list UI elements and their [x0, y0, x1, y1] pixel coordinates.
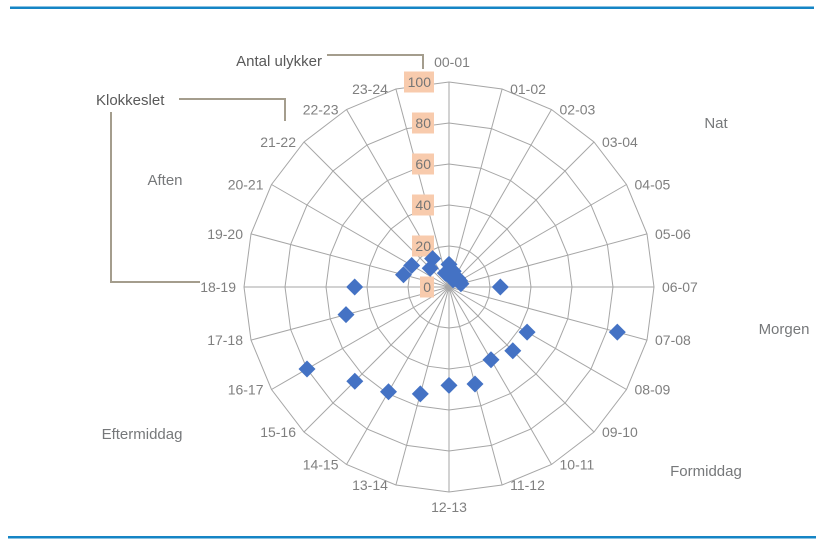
bottom-border: [8, 536, 816, 539]
data-points: [298, 250, 626, 403]
data-point-16-17: [298, 360, 316, 378]
period-label-nat: Nat: [704, 115, 728, 132]
category-label-11-12: 11-12: [510, 477, 545, 493]
value-axis-title: Antal ulykker: [236, 53, 322, 70]
value-tick-bg: [412, 153, 434, 175]
period-label-eftermiddag: Eftermiddag: [102, 426, 183, 443]
period-labels: Nat Morgen Formiddag Eftermiddag Aften: [102, 115, 810, 480]
spoke-line: [395, 286, 450, 486]
category-label-07-08: 07-08: [655, 332, 691, 348]
category-label-13-14: 13-14: [352, 477, 388, 493]
category-label-12-13: 12-13: [431, 499, 467, 515]
category-label-22-23: 22-23: [303, 102, 339, 118]
value-tick-label: 60: [415, 156, 431, 172]
value-tick-label: 40: [415, 197, 431, 213]
category-label-03-04: 03-04: [602, 134, 638, 150]
value-tick-bg: [412, 194, 434, 216]
spoke-line: [271, 286, 450, 390]
data-point-12-13: [440, 376, 458, 394]
category-label-01-02: 01-02: [510, 81, 546, 97]
data-point-22-23: [424, 250, 442, 268]
category-label-20-21: 20-21: [228, 177, 264, 193]
data-point-08-09: [518, 323, 536, 341]
spoke-line: [346, 286, 450, 465]
spoke-line: [271, 184, 450, 288]
category-label-18-19: 18-19: [200, 279, 236, 295]
polar-grid: [243, 81, 655, 493]
category-label-08-09: 08-09: [635, 382, 671, 398]
category-label-06-07: 06-07: [662, 279, 698, 295]
data-point-18-19: [346, 278, 364, 296]
value-axis-ticks: 0 20 40 60 80 100: [404, 71, 434, 298]
category-labels: 00-01 01-02 02-03 03-04 04-05 05-06 06-07 07-08…: [200, 54, 698, 515]
data-point-10-11: [482, 351, 500, 369]
value-tick-label: 20: [415, 238, 431, 254]
period-label-morgen: Morgen: [759, 321, 810, 338]
spoke-line: [250, 233, 450, 288]
antal-ulykker-callout-line: [327, 54, 424, 69]
category-label-00-01: 00-01: [434, 54, 470, 70]
spoke-line: [448, 88, 503, 288]
data-point-15-16: [346, 372, 364, 390]
spoke-line: [448, 286, 595, 433]
data-point-14-15: [380, 383, 397, 401]
category-label-21-22: 21-22: [260, 134, 296, 150]
value-tick-label: 80: [415, 115, 431, 131]
data-point-19-20: [395, 266, 412, 284]
klokkeslet-callout-line-upper: [179, 98, 286, 121]
data-point-07-08: [608, 323, 626, 341]
category-label-04-05: 04-05: [635, 177, 671, 193]
category-label-15-16: 15-16: [260, 424, 296, 440]
klokkeslet-callout-line-lower: [110, 112, 200, 283]
category-label-19-20: 19-20: [207, 226, 243, 242]
value-tick-bg: [420, 276, 434, 298]
data-point-13-14: [411, 385, 429, 403]
spoke-line: [448, 233, 648, 288]
category-axis-title: Klokkeslet: [96, 92, 165, 109]
value-tick-label: 0: [423, 279, 431, 295]
category-label-09-10: 09-10: [602, 424, 638, 440]
spoke-line: [303, 286, 450, 433]
data-point-11-12: [466, 375, 484, 393]
data-point-06-07: [491, 278, 509, 296]
category-label-05-06: 05-06: [655, 226, 691, 242]
value-tick-bg: [404, 71, 434, 93]
spoke-line: [448, 109, 552, 288]
category-label-23-24: 23-24: [352, 81, 388, 97]
category-label-14-15: 14-15: [303, 457, 339, 473]
data-point-05-06: [452, 275, 470, 293]
spoke-line: [448, 286, 552, 465]
value-tick-bg: [412, 112, 434, 134]
data-point-23-24: [436, 264, 454, 282]
spoke-line: [448, 184, 627, 288]
category-label-10-11: 10-11: [560, 457, 595, 473]
spoke-line: [395, 88, 450, 288]
category-label-02-03: 02-03: [560, 102, 596, 118]
category-label-16-17: 16-17: [228, 382, 264, 398]
spoke-line: [448, 141, 595, 288]
top-border: [10, 6, 814, 9]
value-tick-label: 100: [408, 74, 432, 90]
data-point-09-10: [504, 342, 522, 360]
spoke-line: [448, 286, 627, 390]
data-point-17-18: [337, 306, 355, 324]
value-tick-bg: [412, 235, 434, 257]
category-label-17-18: 17-18: [207, 332, 243, 348]
data-point-20-21: [403, 257, 421, 274]
spoke-line: [303, 141, 450, 288]
period-label-formiddag: Formiddag: [670, 463, 742, 480]
period-label-aften: Aften: [147, 172, 182, 189]
